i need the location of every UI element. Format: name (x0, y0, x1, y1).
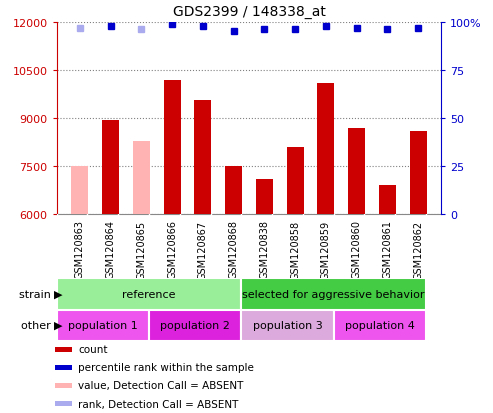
Bar (55, 365, 72, 370)
Bar (348, 128, 365, 215)
Bar (55, 383, 72, 388)
Text: population 1: population 1 (68, 320, 138, 330)
Text: GSM120868: GSM120868 (229, 220, 239, 279)
Text: population 2: population 2 (160, 320, 230, 330)
Bar (164, 81, 180, 215)
Bar (225, 167, 242, 215)
Bar (334, 310, 426, 341)
Text: GSM120860: GSM120860 (352, 220, 362, 279)
Text: GSM120865: GSM120865 (136, 220, 146, 279)
Text: GSM120863: GSM120863 (75, 220, 85, 279)
Bar (379, 186, 396, 215)
Text: ▶: ▶ (54, 320, 63, 330)
Title: GDS2399 / 148338_at: GDS2399 / 148338_at (173, 5, 325, 19)
Text: GSM120862: GSM120862 (413, 220, 423, 279)
Text: population 4: population 4 (345, 320, 415, 330)
Bar (241, 279, 426, 310)
Text: percentile rank within the sample: percentile rank within the sample (78, 363, 254, 373)
Bar (71, 167, 88, 215)
Text: GSM120867: GSM120867 (198, 220, 208, 279)
Text: GSM120859: GSM120859 (321, 220, 331, 279)
Text: other: other (21, 320, 54, 330)
Text: GSM120861: GSM120861 (383, 220, 392, 279)
Bar (133, 142, 150, 215)
Bar (57, 279, 241, 310)
Bar (410, 131, 426, 215)
Bar (55, 401, 72, 406)
Text: selected for aggressive behavior: selected for aggressive behavior (243, 289, 425, 299)
Text: GSM120866: GSM120866 (167, 220, 177, 279)
Bar (57, 310, 149, 341)
Text: reference: reference (122, 289, 176, 299)
Text: count: count (78, 344, 107, 354)
Bar (256, 180, 273, 215)
Bar (149, 310, 241, 341)
Text: value, Detection Call = ABSENT: value, Detection Call = ABSENT (78, 380, 244, 391)
Bar (55, 347, 72, 352)
Text: strain: strain (19, 289, 54, 299)
Text: GSM120864: GSM120864 (106, 220, 115, 279)
Text: ▶: ▶ (54, 289, 63, 299)
Text: GSM120858: GSM120858 (290, 220, 300, 279)
Bar (241, 310, 334, 341)
Bar (286, 147, 304, 215)
Bar (317, 83, 334, 215)
Text: rank, Detection Call = ABSENT: rank, Detection Call = ABSENT (78, 399, 238, 408)
Bar (194, 101, 211, 215)
Text: GSM120838: GSM120838 (259, 220, 269, 279)
Text: population 3: population 3 (252, 320, 322, 330)
Bar (102, 120, 119, 215)
